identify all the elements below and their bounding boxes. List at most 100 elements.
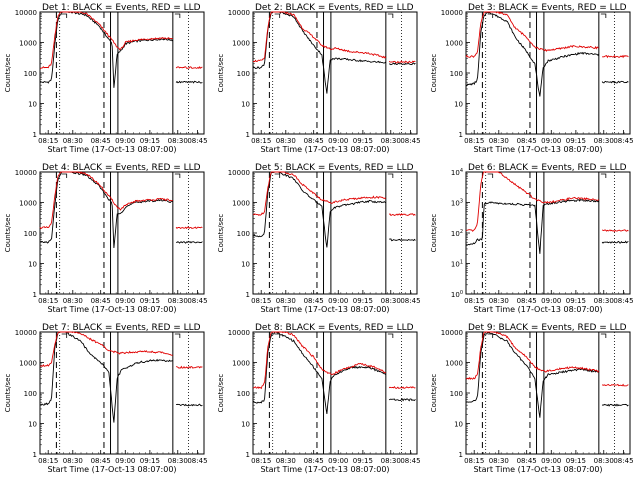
top-bracket xyxy=(387,333,394,338)
top-bracket xyxy=(274,13,281,18)
x-tick-label: 08:30 xyxy=(594,457,614,465)
x-tick-label: 09:15 xyxy=(566,297,586,305)
x-tick-label: 08:30 xyxy=(63,137,83,145)
y-tick-label: 10 xyxy=(241,101,250,109)
x-tick-label: 08:30 xyxy=(63,297,83,305)
series-events xyxy=(465,11,600,97)
x-tick-label: 08:45 xyxy=(517,457,537,465)
series-lld xyxy=(465,331,600,381)
series-events-tail xyxy=(388,62,416,66)
series-events xyxy=(465,331,600,418)
x-tick-label: 08:45 xyxy=(400,457,420,465)
x-tick-label: 08:45 xyxy=(91,297,111,305)
y-tick-label: 1 xyxy=(246,451,250,459)
x-tick-label: 09:00 xyxy=(115,457,135,465)
top-bracket xyxy=(487,333,494,338)
x-tick-label: 08:45 xyxy=(187,457,207,465)
x-tick-label: 08:45 xyxy=(304,457,324,465)
x-tick-label: 09:15 xyxy=(140,457,160,465)
plot-title: Det 5: BLACK = Events, RED = LLD xyxy=(255,163,414,173)
series-lld-tail xyxy=(175,66,203,70)
x-tick-label: 08:45 xyxy=(613,297,633,305)
y-tick-label: 10 xyxy=(241,421,250,429)
x-tick-label: 08:30 xyxy=(489,297,509,305)
x-tick-label: 09:15 xyxy=(140,297,160,305)
y-tick-label: 1 xyxy=(33,451,37,459)
plot-frame xyxy=(39,331,205,455)
x-tick-label: 08:15 xyxy=(464,297,484,305)
series-lld-tail xyxy=(601,54,629,59)
top-bracket xyxy=(61,173,68,178)
y-tick-label: 100 xyxy=(237,390,250,398)
x-tick-label: 08:30 xyxy=(276,457,296,465)
y-axis-label: Counts/sec xyxy=(217,214,225,253)
series-lld-tail xyxy=(601,229,629,233)
x-tick-label: 09:15 xyxy=(353,137,373,145)
x-tick-label: 08:30 xyxy=(168,457,188,465)
y-tick-label: 1000 xyxy=(445,360,463,368)
x-tick-label: 09:00 xyxy=(115,137,135,145)
y-tick-label: 102 xyxy=(451,229,463,238)
x-tick-label: 08:45 xyxy=(187,137,207,145)
y-axis-label: Counts/sec xyxy=(217,54,225,93)
y-tick-label: 104 xyxy=(451,168,463,177)
x-axis-label: Start Time (17-Oct-13 08:07:00) xyxy=(260,145,389,154)
top-bracket xyxy=(174,13,181,18)
series-lld-tail xyxy=(388,385,416,390)
top-bracket xyxy=(600,173,607,178)
y-tick-label: 10000 xyxy=(228,169,250,177)
plot-frame xyxy=(465,171,631,295)
x-tick-label: 08:45 xyxy=(613,137,633,145)
y-tick-label: 10 xyxy=(28,261,37,269)
y-tick-label: 103 xyxy=(451,199,463,208)
y-tick-label: 10000 xyxy=(15,329,37,337)
plot-frame xyxy=(39,171,205,295)
x-tick-label: 09:15 xyxy=(353,297,373,305)
plot-title: Det 9: BLACK = Events, RED = LLD xyxy=(468,323,627,333)
x-tick-label: 08:15 xyxy=(251,457,271,465)
x-tick-label: 08:30 xyxy=(168,137,188,145)
y-axis-label: Counts/sec xyxy=(430,214,438,253)
y-tick-label: 10000 xyxy=(228,9,250,17)
x-tick-label: 08:30 xyxy=(381,457,401,465)
series-events-tail xyxy=(176,240,203,244)
series-lld xyxy=(252,11,387,63)
plot-title: Det 8: BLACK = Events, RED = LLD xyxy=(255,323,414,333)
x-tick-label: 08:15 xyxy=(38,137,58,145)
y-tick-label: 10000 xyxy=(15,9,37,17)
series-lld-tail xyxy=(175,365,203,369)
y-tick-label: 1000 xyxy=(19,40,37,48)
x-tick-label: 08:45 xyxy=(517,297,537,305)
top-bracket xyxy=(61,333,68,338)
x-tick-label: 08:30 xyxy=(489,457,509,465)
series-lld xyxy=(465,171,600,232)
top-bracket xyxy=(487,173,494,178)
series-lld xyxy=(252,331,387,390)
series-lld-tail xyxy=(388,213,416,217)
y-tick-label: 100 xyxy=(237,70,250,78)
series-lld-tail xyxy=(175,226,203,230)
plot-frame xyxy=(252,331,418,455)
y-tick-label: 100 xyxy=(450,70,463,78)
x-tick-label: 09:15 xyxy=(353,457,373,465)
x-tick-label: 08:45 xyxy=(91,457,111,465)
series-events-tail xyxy=(176,403,203,407)
x-tick-label: 08:30 xyxy=(168,297,188,305)
x-axis-label: Start Time (17-Oct-13 08:07:00) xyxy=(47,305,176,314)
x-tick-label: 09:00 xyxy=(541,297,561,305)
series-events xyxy=(252,171,387,248)
x-axis-label: Start Time (17-Oct-13 08:07:00) xyxy=(47,145,176,154)
y-tick-label: 1000 xyxy=(19,360,37,368)
series-events xyxy=(465,199,600,254)
y-tick-label: 1 xyxy=(459,451,463,459)
x-tick-label: 08:15 xyxy=(251,137,271,145)
y-tick-label: 10000 xyxy=(15,169,37,177)
y-tick-label: 1000 xyxy=(232,40,250,48)
x-tick-label: 08:45 xyxy=(304,137,324,145)
x-tick-label: 09:00 xyxy=(328,137,348,145)
y-tick-label: 100 xyxy=(451,290,463,299)
panel-det-5: Det 5: BLACK = Events, RED = LLD Counts/s… xyxy=(217,163,421,314)
y-tick-label: 1000 xyxy=(232,360,250,368)
x-tick-label: 08:45 xyxy=(613,457,633,465)
x-tick-label: 09:00 xyxy=(541,137,561,145)
